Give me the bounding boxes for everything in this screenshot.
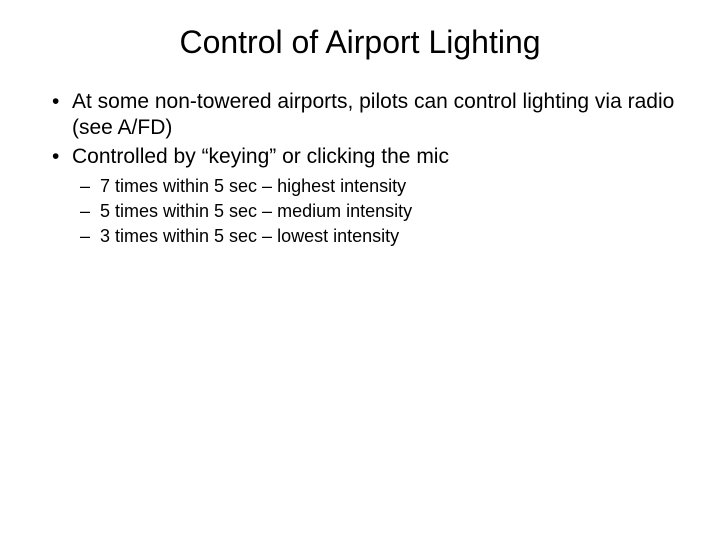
- sub-bullet-item: 5 times within 5 sec – medium intensity: [80, 199, 680, 223]
- sub-bullet-list: 7 times within 5 sec – highest intensity…: [40, 174, 680, 249]
- bullet-item: Controlled by “keying” or clicking the m…: [48, 144, 680, 170]
- main-bullet-list: At some non-towered airports, pilots can…: [40, 89, 680, 170]
- slide-container: Control of Airport Lighting At some non-…: [0, 0, 720, 540]
- sub-bullet-item: 7 times within 5 sec – highest intensity: [80, 174, 680, 198]
- sub-bullet-item: 3 times within 5 sec – lowest intensity: [80, 224, 680, 248]
- slide-title: Control of Airport Lighting: [40, 24, 680, 61]
- bullet-item: At some non-towered airports, pilots can…: [48, 89, 680, 142]
